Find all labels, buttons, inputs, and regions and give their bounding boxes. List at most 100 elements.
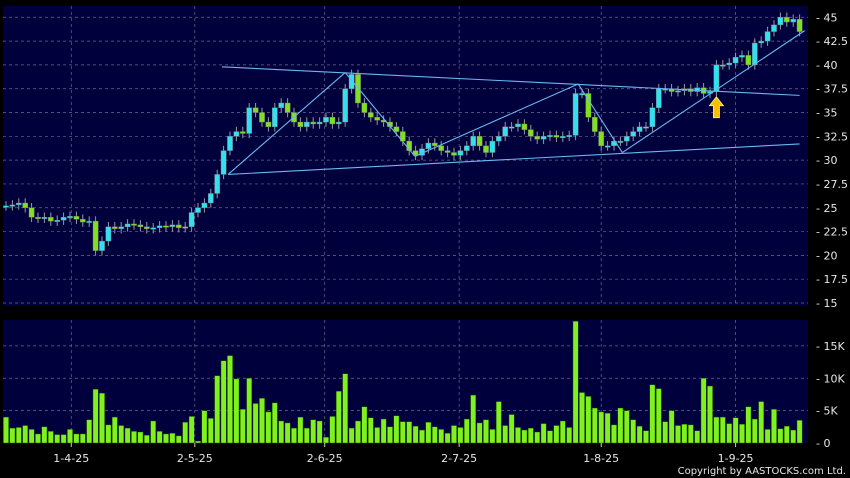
candle-body: [220, 150, 227, 175]
volume-bar: [368, 417, 374, 444]
volume-bar: [214, 375, 221, 444]
price-tick-label: - 32.5: [816, 130, 848, 143]
candle-body: [150, 227, 157, 230]
candle-body: [726, 62, 732, 66]
candle-body: [560, 136, 566, 139]
volume-bar: [304, 427, 310, 444]
volume-bar: [572, 321, 579, 444]
volume-bar: [67, 429, 73, 444]
volume-bar: [771, 409, 777, 444]
candle-body: [316, 121, 323, 125]
volume-bar: [252, 403, 259, 444]
candle-body: [182, 226, 189, 229]
volume-bar: [592, 407, 598, 444]
candle-body: [732, 57, 739, 64]
candle-body: [329, 117, 336, 125]
volume-tick-label: - 0: [816, 437, 830, 450]
volume-bar: [752, 418, 758, 444]
candle-body: [368, 112, 374, 118]
trendline: [414, 83, 579, 157]
volume-bar: [336, 391, 342, 444]
candle-body: [118, 226, 124, 229]
candle-body: [425, 142, 432, 149]
volume-bar: [111, 416, 118, 444]
volume-bar: [726, 423, 732, 444]
volume-bar: [182, 422, 189, 444]
volume-bar: [105, 424, 112, 444]
price-tick-label: - 30: [816, 154, 837, 167]
trendline: [221, 66, 800, 96]
x-tick-label: 2-6-25: [307, 452, 343, 465]
candle-body: [566, 135, 572, 138]
candle-body: [771, 24, 777, 32]
buy-signal-arrow-icon: [708, 96, 725, 119]
volume-bar: [598, 411, 604, 444]
candle-body: [675, 90, 681, 93]
x-tick-label: 1-8-25: [583, 452, 619, 465]
volume-bar: [585, 396, 592, 444]
volume-bar: [566, 427, 572, 444]
x-tick-label: 2-7-25: [441, 452, 477, 465]
candle-body: [432, 142, 438, 147]
volume-bar: [348, 427, 355, 444]
candle-body: [22, 202, 29, 208]
volume-bar: [60, 434, 67, 444]
volume-bar: [764, 429, 771, 444]
trendline: [344, 72, 416, 157]
candle-body: [131, 223, 137, 226]
x-tick-label: 1-4-25: [53, 452, 89, 465]
price-tick-label: - 45: [816, 11, 837, 24]
volume-bar: [163, 433, 169, 444]
candle-body: [48, 217, 54, 222]
volume-bar: [457, 427, 464, 444]
volume-bar: [432, 426, 438, 444]
candle-body: [201, 202, 208, 208]
candle-body: [207, 193, 214, 204]
volume-bar: [540, 423, 547, 444]
volume-bar: [143, 435, 150, 444]
candle-body: [105, 226, 112, 242]
volume-bar: [688, 424, 694, 444]
volume-bar: [502, 425, 509, 444]
candle-body: [163, 225, 169, 228]
candle-body: [508, 126, 515, 129]
candle-body: [476, 136, 483, 147]
volume-bar: [521, 429, 528, 444]
volume-bar: [406, 421, 413, 444]
x-tick-label: 1-9-25: [718, 452, 754, 465]
candle-body: [464, 145, 470, 151]
candle-body: [16, 202, 22, 206]
volume-bar: [579, 392, 585, 444]
candle-body: [528, 129, 534, 137]
price-tick-label: - 17.5: [816, 273, 848, 286]
candle-body: [175, 224, 182, 228]
volume-bar: [79, 433, 86, 444]
volume-bar: [784, 425, 790, 444]
price-tick-label: - 20: [816, 249, 837, 262]
candle-body: [745, 55, 752, 66]
price-tick-label: - 15: [816, 297, 837, 310]
candle-body: [784, 17, 790, 23]
candle-body: [502, 126, 509, 137]
candle-body: [764, 31, 771, 42]
candle-body: [9, 204, 16, 207]
candle-body: [720, 64, 726, 67]
volume-bar: [668, 410, 675, 444]
candle-body: [592, 117, 598, 132]
volume-bar: [739, 424, 745, 444]
volume-bar: [732, 417, 739, 444]
candle-body: [547, 135, 553, 138]
volume-bar: [201, 410, 208, 444]
candle-body: [336, 121, 342, 125]
volume-bar: [227, 355, 233, 444]
volume-bar: [758, 401, 764, 444]
volume-bar: [99, 392, 105, 444]
candle-body: [54, 219, 60, 222]
candle-body: [739, 55, 745, 58]
price-tick-label: - 42.5: [816, 35, 848, 48]
volume-bar: [188, 416, 195, 444]
candle-body: [348, 74, 355, 89]
volume-bar: [553, 425, 560, 444]
candle-body: [92, 220, 99, 251]
candle-body: [169, 224, 176, 228]
